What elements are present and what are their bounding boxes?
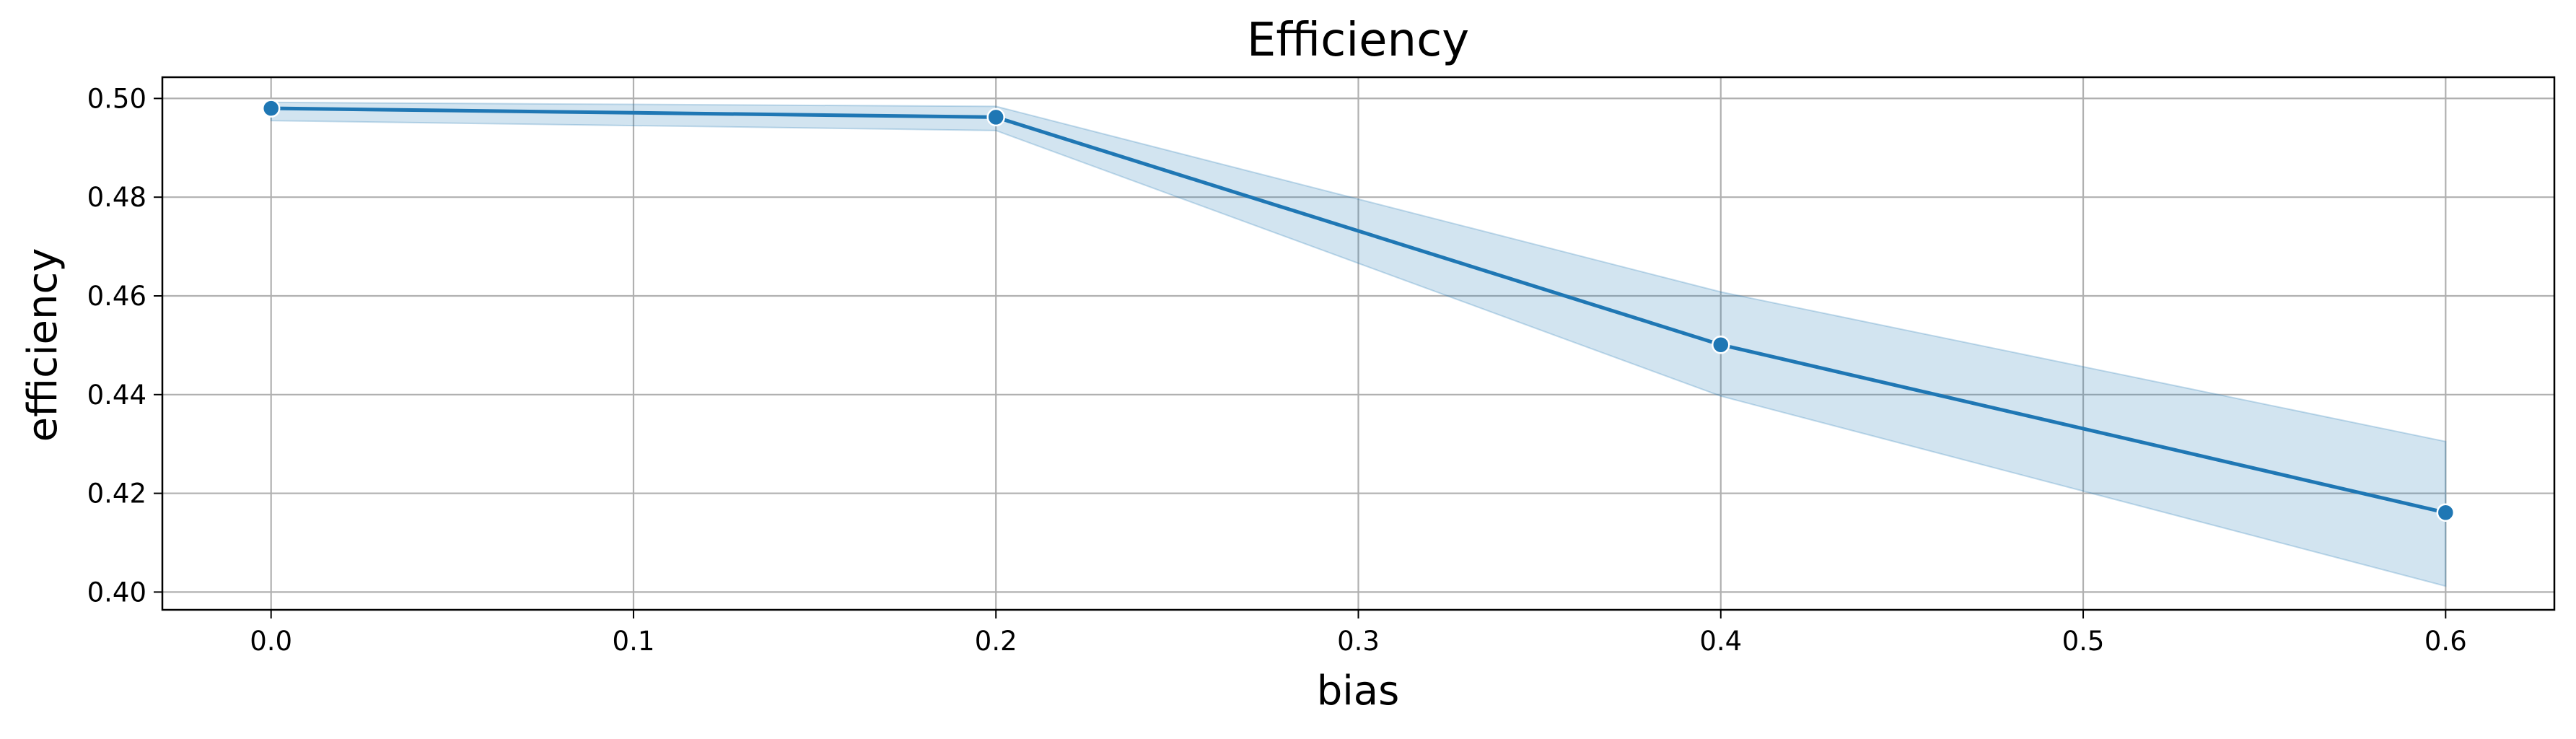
x-tick-label: 0.4 [1699,626,1742,657]
chart-title: Efficiency [1247,14,1469,67]
x-tick-label: 0.5 [2062,626,2105,657]
data-point [986,108,1005,127]
point-layer [261,99,2455,522]
y-axis-label: efficiency [19,248,66,442]
y-tick-label: 0.50 [87,83,146,114]
data-point [2436,503,2455,522]
series-line [271,106,2446,515]
x-tick-label: 0.0 [250,626,292,657]
y-tick-label: 0.48 [87,182,146,213]
x-axis-label: bias [1317,668,1400,714]
data-point [261,99,281,118]
data-point [1712,335,1730,354]
y-tick-label: 0.40 [87,577,146,608]
confidence-band [270,101,2447,587]
y-tick-label: 0.44 [87,380,146,411]
x-tick-label: 0.6 [2424,626,2467,657]
line-layer [271,106,2446,515]
tick-layer: 0.0 0.1 0.2 0.3 0.4 0.5 0.6 0.40 0.42 0.44 0.46 0.4… [87,83,2467,657]
y-tick-label: 0.42 [87,478,146,510]
y-tick-label: 0.46 [87,281,146,312]
x-tick-label: 0.1 [613,626,655,657]
grid-layer [162,77,2554,610]
band-layer [270,101,2447,587]
x-tick-label: 0.2 [975,626,1017,657]
x-tick-label: 0.3 [1337,626,1380,657]
